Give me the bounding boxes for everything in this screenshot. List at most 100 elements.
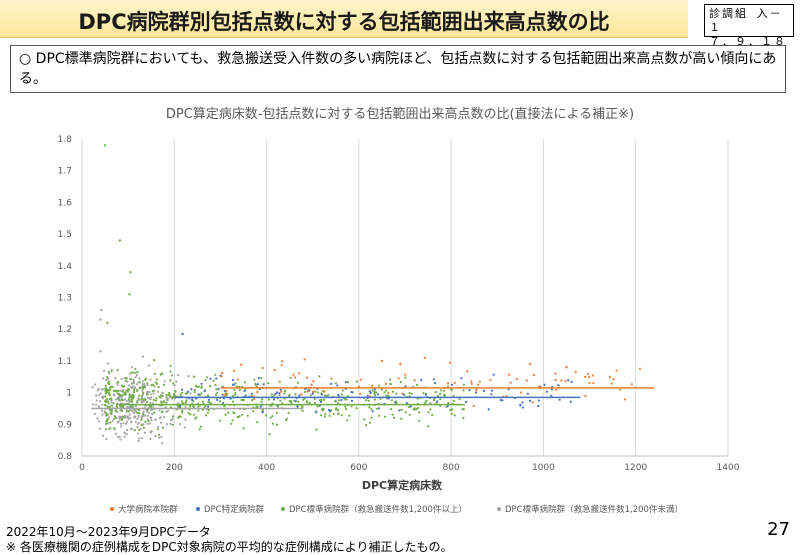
data-point: [197, 385, 200, 388]
data-point: [107, 416, 111, 419]
data-point: [172, 415, 175, 418]
data-point: [165, 396, 168, 399]
data-point: [264, 414, 267, 417]
data-point: [638, 367, 642, 370]
data-point: [323, 390, 326, 393]
data-point: [255, 384, 258, 387]
data-point: [181, 388, 184, 391]
data-point: [257, 376, 260, 380]
data-point: [244, 381, 247, 384]
data-point: [111, 419, 114, 422]
data-point: [316, 391, 319, 394]
data-point: [132, 390, 135, 393]
data-point: [301, 409, 304, 413]
data-point: [439, 393, 442, 396]
data-point: [94, 403, 98, 406]
data-point: [287, 411, 290, 415]
data-point: [338, 399, 341, 402]
data-point: [114, 376, 117, 380]
data-point: [198, 428, 201, 431]
data-point: [545, 390, 549, 393]
data-point: [253, 378, 256, 381]
data-point: [137, 432, 140, 435]
data-point: [294, 400, 297, 403]
data-point: [375, 407, 378, 410]
data-point: [315, 411, 318, 414]
data-point: [318, 399, 321, 402]
data-point: [170, 374, 174, 377]
data-point: [591, 374, 595, 377]
data-point: [460, 377, 463, 380]
data-point: [261, 398, 264, 401]
data-point: [181, 402, 185, 405]
page-title: DPC病院群別包括点数に対する包括範囲出来高点数の比: [78, 10, 610, 34]
data-point: [186, 390, 189, 393]
data-point: [122, 416, 125, 419]
data-point: [108, 394, 111, 397]
data-point: [592, 381, 595, 385]
data-point: [427, 425, 430, 428]
data-point: [273, 368, 276, 372]
data-point: [292, 373, 295, 376]
data-point: [163, 383, 166, 386]
data-point: [298, 394, 301, 397]
data-point: [363, 418, 366, 421]
y-tick-label: 0.8: [58, 452, 73, 462]
data-point: [110, 404, 114, 407]
data-point: [260, 400, 263, 403]
data-point: [158, 433, 161, 436]
data-point: [588, 376, 591, 379]
data-point: [233, 412, 236, 415]
data-point: [316, 405, 319, 408]
data-point: [136, 401, 139, 404]
data-point: [136, 370, 139, 374]
data-point: [296, 405, 299, 408]
data-point: [608, 375, 612, 379]
data-point: [267, 398, 271, 401]
data-point: [322, 407, 325, 410]
data-point: [450, 412, 453, 416]
data-point: [159, 421, 163, 424]
data-point: [624, 398, 627, 401]
data-point: [274, 392, 277, 395]
data-point: [149, 401, 152, 404]
data-point: [449, 361, 452, 364]
data-point: [242, 427, 245, 430]
data-point: [516, 377, 519, 380]
data-point: [298, 372, 301, 375]
summary-box: ○ DPC標準病院群においても、救急搬送受入件数の多い病院ほど、包括点数に対する…: [10, 45, 786, 93]
legend-marker: [196, 507, 200, 511]
data-point: [311, 392, 314, 395]
data-point: [329, 410, 332, 413]
data-point: [310, 383, 313, 386]
data-point: [128, 400, 131, 403]
data-point: [436, 400, 439, 403]
data-point: [443, 389, 446, 392]
data-point: [125, 389, 128, 392]
data-point: [369, 391, 372, 394]
data-point: [422, 392, 425, 395]
data-point: [132, 393, 135, 397]
data-point: [346, 419, 349, 422]
data-point: [96, 417, 99, 420]
data-point: [373, 390, 376, 393]
data-point: [169, 406, 173, 409]
data-point: [344, 405, 347, 408]
data-point: [197, 393, 200, 396]
data-point: [431, 413, 434, 416]
data-point: [283, 389, 286, 392]
data-point: [129, 428, 132, 431]
data-point: [418, 419, 421, 422]
data-point: [283, 392, 286, 395]
data-point: [250, 392, 253, 395]
data-point: [537, 399, 540, 402]
data-point: [181, 391, 184, 394]
data-point: [389, 378, 392, 381]
summary-marker: ○: [19, 51, 32, 67]
data-point: [134, 367, 137, 370]
y-tick-label: 1.6: [58, 198, 73, 208]
data-point: [149, 393, 153, 396]
data-point: [275, 411, 278, 414]
data-point: [180, 400, 183, 403]
data-point: [142, 426, 145, 429]
